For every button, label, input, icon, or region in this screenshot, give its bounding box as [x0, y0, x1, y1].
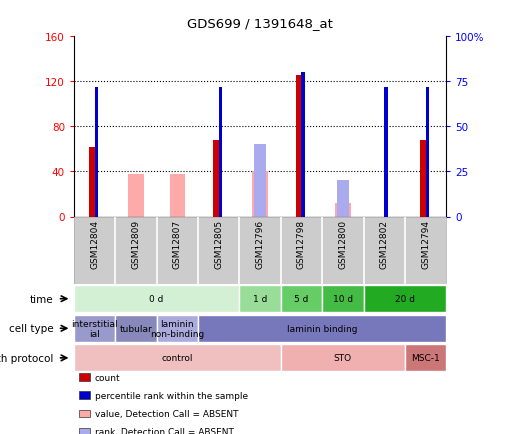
Bar [280, 286, 322, 312]
Bar [74, 345, 280, 372]
Text: count: count [95, 373, 120, 381]
Text: interstitial
ial: interstitial ial [71, 319, 118, 338]
Text: GSM12807: GSM12807 [173, 219, 182, 268]
Bar [404, 345, 445, 372]
Bar [295, 76, 301, 217]
Text: GSM12802: GSM12802 [379, 219, 388, 268]
Bar [74, 286, 239, 312]
Bar [425, 87, 429, 217]
Text: 20 d: 20 d [394, 295, 414, 303]
Text: GSM12796: GSM12796 [255, 219, 264, 268]
Text: cell type: cell type [9, 324, 53, 333]
Bar [322, 286, 363, 312]
Bar [252, 172, 267, 217]
Text: laminin binding: laminin binding [287, 324, 357, 333]
Text: GSM12805: GSM12805 [214, 219, 223, 268]
Bar [74, 315, 115, 342]
Bar [239, 286, 280, 312]
Bar [197, 315, 445, 342]
Text: GSM12800: GSM12800 [337, 219, 347, 268]
Text: time: time [30, 294, 53, 304]
Text: STO: STO [333, 354, 351, 362]
Text: GSM12804: GSM12804 [90, 219, 99, 268]
Bar [280, 345, 404, 372]
Text: tubular: tubular [120, 324, 152, 333]
Bar [336, 181, 348, 217]
Text: GSM12794: GSM12794 [420, 219, 429, 268]
Text: 5 d: 5 d [294, 295, 308, 303]
Text: rank, Detection Call = ABSENT: rank, Detection Call = ABSENT [95, 427, 233, 434]
Bar [128, 174, 144, 217]
Bar [334, 204, 350, 217]
Bar [301, 73, 304, 217]
Bar [169, 174, 185, 217]
Text: GSM12798: GSM12798 [296, 219, 305, 268]
Bar [89, 147, 95, 217]
Bar [218, 87, 222, 217]
Bar [363, 286, 445, 312]
Text: GSM12809: GSM12809 [131, 219, 140, 268]
Bar [115, 315, 156, 342]
Bar [156, 315, 197, 342]
Bar [95, 87, 98, 217]
Bar [383, 87, 387, 217]
Text: 10 d: 10 d [332, 295, 352, 303]
Text: GDS699 / 1391648_at: GDS699 / 1391648_at [187, 17, 332, 30]
Text: growth protocol: growth protocol [0, 353, 53, 363]
Text: percentile rank within the sample: percentile rank within the sample [95, 391, 247, 400]
Bar [419, 141, 426, 217]
Text: control: control [161, 354, 193, 362]
Bar [213, 141, 219, 217]
Text: 0 d: 0 d [149, 295, 163, 303]
Text: 1 d: 1 d [252, 295, 267, 303]
Text: value, Detection Call = ABSENT: value, Detection Call = ABSENT [95, 409, 238, 418]
Bar [253, 145, 266, 217]
Text: laminin
non-binding: laminin non-binding [150, 319, 204, 338]
Text: MSC-1: MSC-1 [410, 354, 439, 362]
